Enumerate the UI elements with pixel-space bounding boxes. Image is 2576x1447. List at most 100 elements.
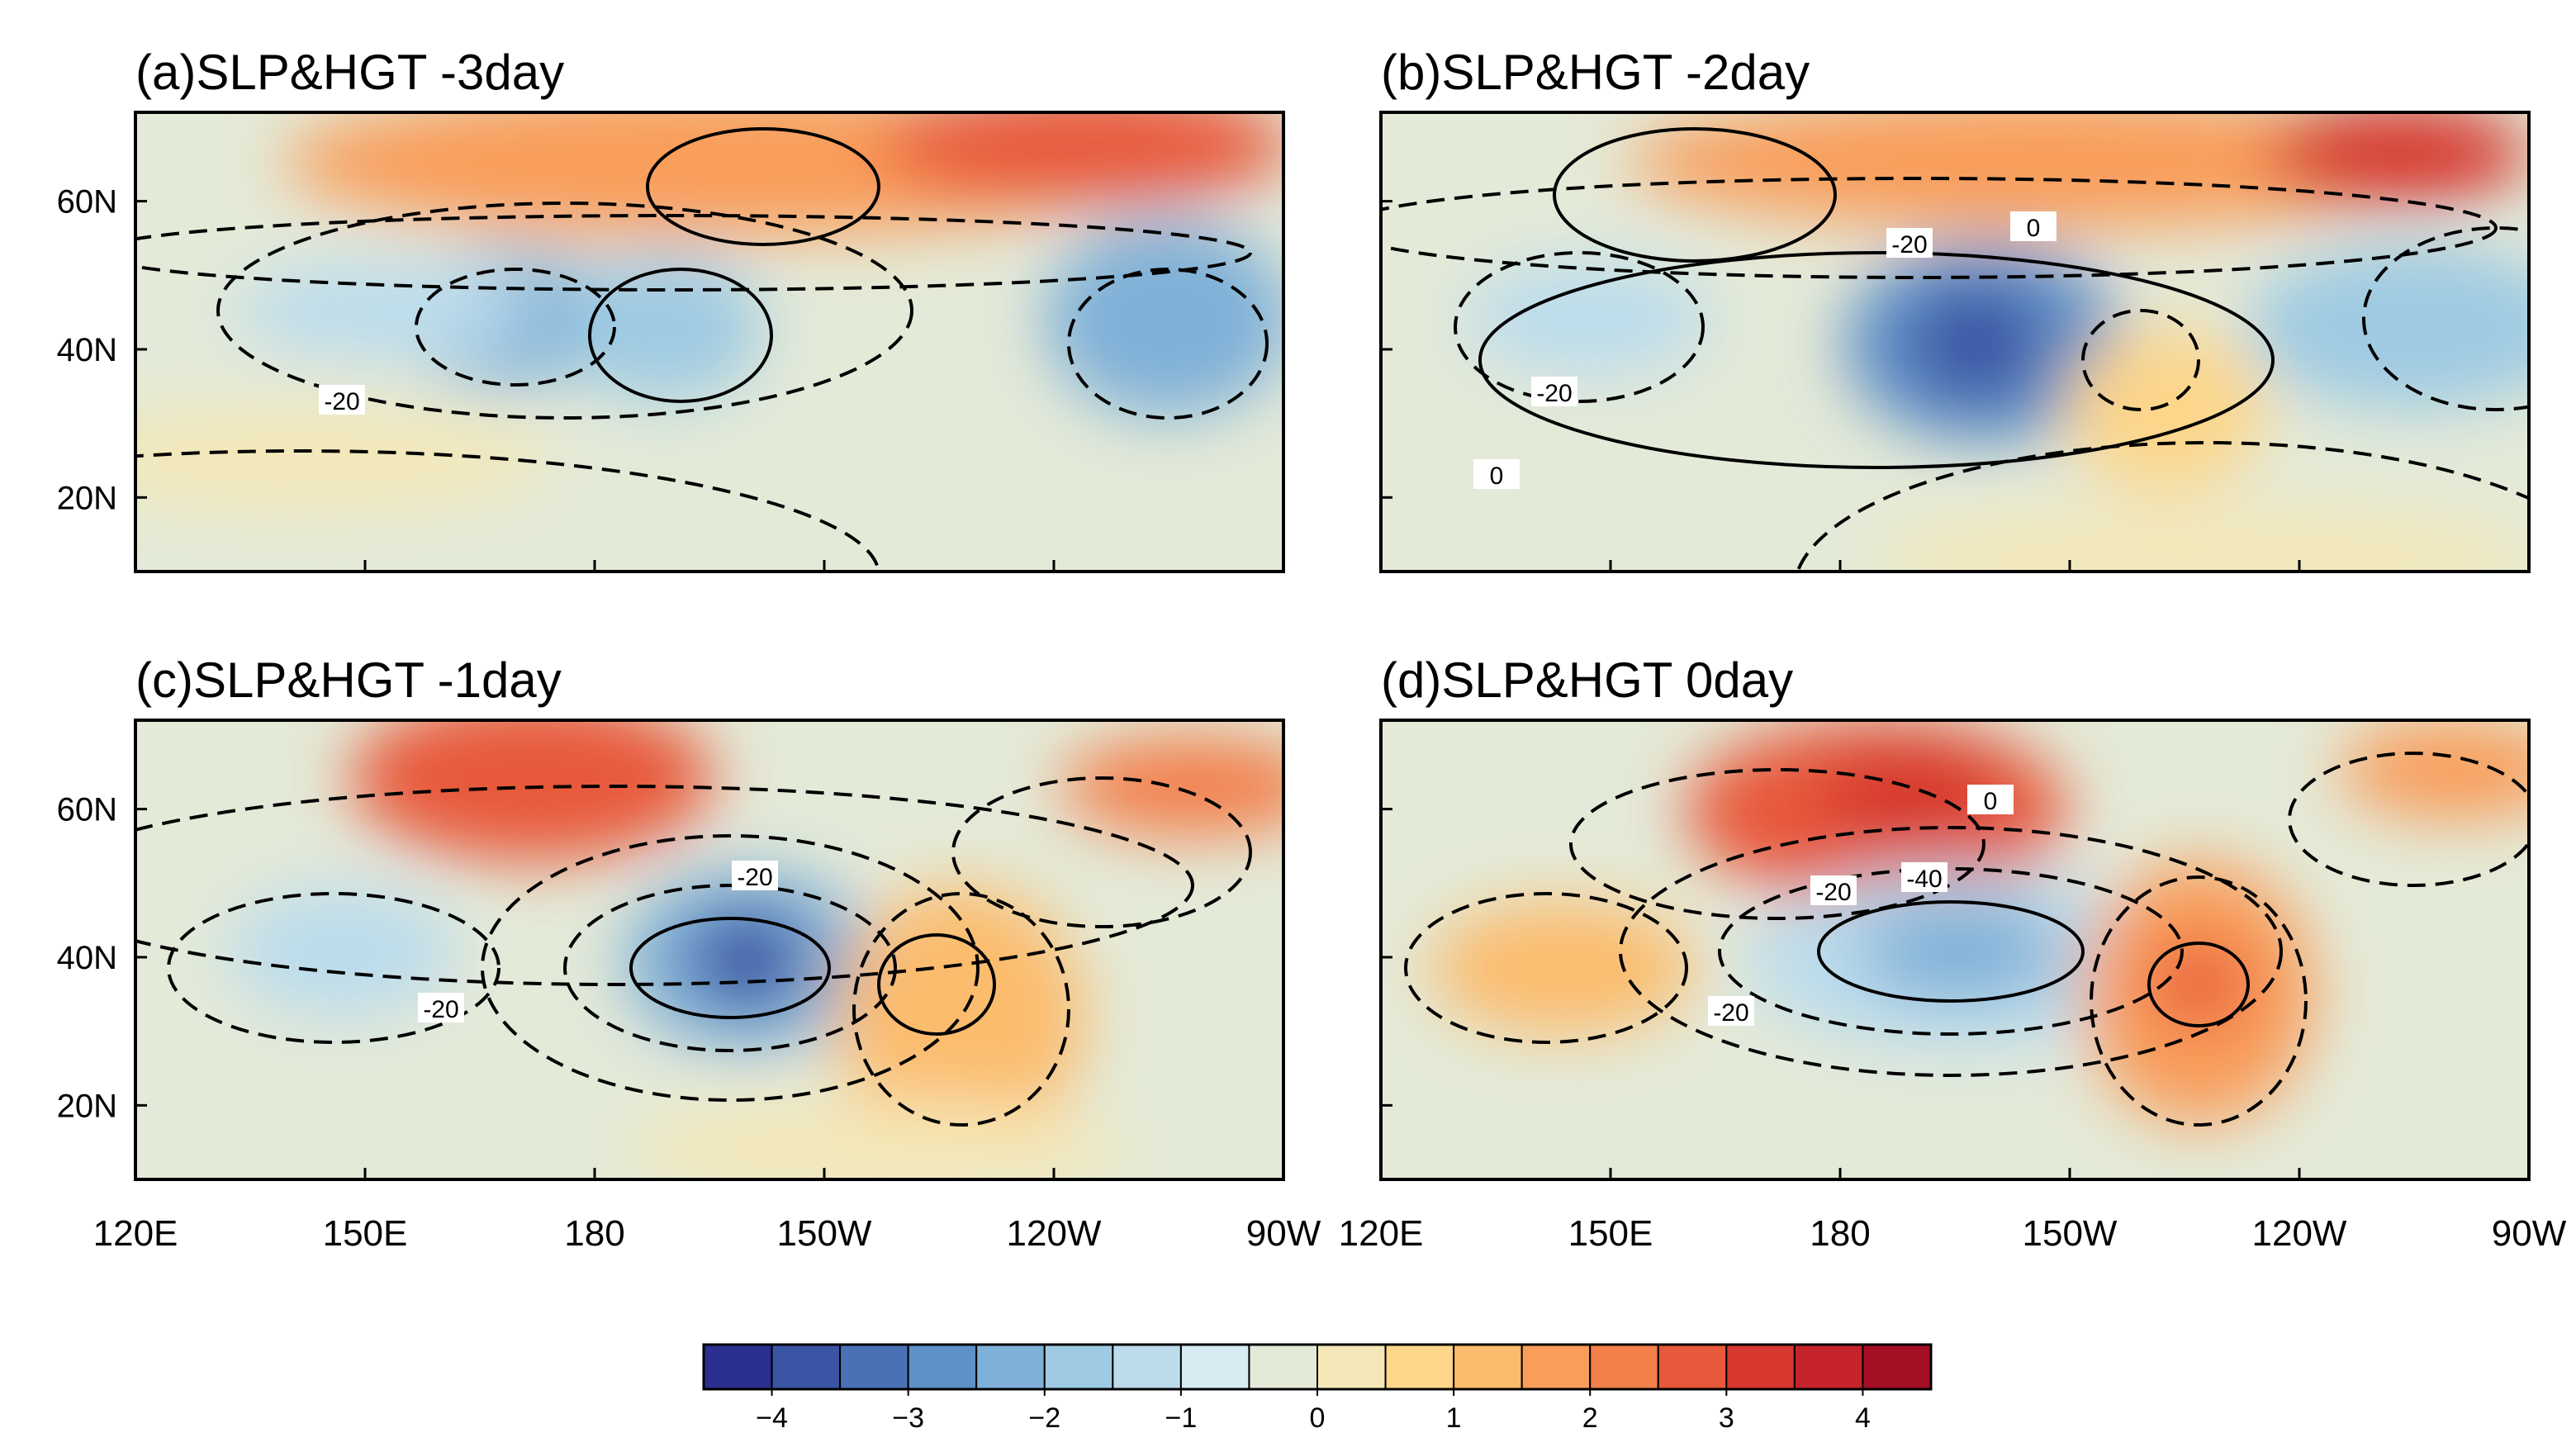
contour — [2147, 942, 2250, 1027]
contour — [2090, 875, 2308, 1127]
contour — [135, 785, 1194, 986]
contour — [2288, 752, 2529, 887]
anomaly — [1464, 261, 1711, 377]
contour — [629, 917, 831, 1019]
contour-label: 0 — [1984, 788, 1998, 815]
contour-label-bg — [2010, 211, 2057, 241]
x-tick-label: 150W — [777, 1213, 872, 1254]
colorbar-frame — [702, 1343, 1933, 1391]
shading: -20 — [135, 112, 1283, 572]
x-tick-label: 120W — [1007, 1213, 1102, 1254]
contour — [1817, 900, 2085, 1003]
contour — [588, 268, 773, 403]
anomaly — [837, 885, 1085, 1150]
contour-label: -20 — [737, 864, 772, 891]
shading: -20 -40 -20 0 — [1381, 720, 2529, 1179]
contour — [563, 884, 897, 1052]
contour-label-bg — [1708, 996, 1754, 1026]
colorbar-bin — [1112, 1344, 1182, 1390]
anomaly — [1860, 902, 2058, 1001]
colorbar-label: 2 — [1582, 1402, 1598, 1434]
colorbar-label: 1 — [1446, 1402, 1462, 1434]
panel-title: (c)SLP&HGT -1day — [135, 652, 562, 708]
colorbar-bin — [1453, 1344, 1523, 1390]
contour — [216, 202, 913, 420]
frame — [134, 719, 1285, 1181]
colorbar-bin — [703, 1344, 773, 1390]
map-panel: -20 -40 -20 0 120E 150E 180 150W 120W 90W — [1339, 719, 2567, 1254]
contour — [1619, 826, 2283, 1077]
colorbar-bin — [771, 1344, 842, 1390]
map-panel: -20 20N 40N 60N — [57, 111, 1285, 573]
colorbar-label: −3 — [892, 1402, 924, 1434]
anomaly — [1044, 220, 1283, 418]
frame — [1379, 111, 2531, 573]
x-tick-label: 150E — [323, 1213, 408, 1254]
colorbar-bin — [1657, 1344, 1728, 1390]
contour — [1553, 127, 1837, 263]
contour — [1478, 251, 2275, 469]
colorbar-label: 0 — [1310, 1402, 1326, 1434]
y-tick-label: 20N — [57, 1088, 117, 1124]
map-panel: -20 -20 20N 40N 60N 120E 150E 180 150W 120W 90W — [57, 719, 1321, 1254]
contour-label-bg — [1886, 228, 1933, 258]
contour-label-bg — [1473, 459, 1520, 489]
anomaly — [689, 910, 804, 1009]
x-tick-label: 120E — [1339, 1213, 1424, 1254]
frame — [134, 111, 1285, 573]
contour — [135, 214, 1252, 292]
shading: -20 -20 — [135, 720, 1283, 1179]
anomaly — [350, 720, 714, 861]
contour-label-bg — [1901, 862, 1947, 892]
panel-title: (a)SLP&HGT -3day — [135, 45, 564, 100]
x-tick-label: 180 — [564, 1213, 624, 1254]
anomaly — [2248, 244, 2529, 410]
colorbar-bin — [839, 1344, 909, 1390]
contour-label: -20 — [1891, 231, 1927, 259]
contour — [877, 933, 996, 1036]
colorbar-bin — [1725, 1344, 1796, 1390]
blobs — [1430, 720, 2529, 1125]
contour-label: -20 — [1713, 999, 1748, 1027]
blobs — [1464, 112, 2529, 572]
contour — [167, 892, 500, 1044]
colorbar-bin — [1316, 1344, 1387, 1390]
x-tick-label: 150E — [1568, 1213, 1653, 1254]
contour — [415, 268, 616, 387]
panel-title: (d)SLP&HGT 0day — [1381, 652, 1793, 708]
x-tick-label: 120W — [2252, 1213, 2347, 1254]
colorbar-bin — [1179, 1344, 1250, 1390]
colorbar-bin — [975, 1344, 1046, 1390]
x-tick-label: 90W — [2492, 1213, 2567, 1254]
y-tick-label: 40N — [57, 332, 117, 368]
contour-label: -20 — [1815, 879, 1851, 906]
contour-label-bg — [319, 385, 365, 415]
blobs — [226, 720, 1283, 1179]
colorbar-bin — [1043, 1344, 1114, 1390]
anomaly — [2066, 327, 2265, 492]
contour-label-bg — [1531, 377, 1577, 406]
contour-label: -40 — [1906, 866, 1942, 893]
colorbar-bin — [1384, 1344, 1455, 1390]
anomaly — [2265, 112, 2529, 203]
y-tick-label: 60N — [57, 184, 117, 221]
contour — [1569, 768, 1985, 920]
contour-label: -20 — [423, 996, 458, 1023]
colorbar-bin — [1793, 1344, 1864, 1390]
anomaly — [1909, 286, 2042, 401]
contour — [646, 127, 880, 246]
contour-label-bg — [1967, 785, 2014, 814]
colorbar-bin — [1248, 1344, 1319, 1390]
contour — [1454, 251, 1705, 403]
anomaly — [135, 410, 548, 509]
frame — [1379, 719, 2531, 1181]
y-tick-label: 20N — [57, 480, 117, 516]
colorbar-label: 4 — [1855, 1402, 1871, 1434]
contour — [1381, 177, 2498, 279]
contour-label-bg — [418, 993, 464, 1022]
blobs — [135, 112, 1283, 509]
y-tick-label: 40N — [57, 940, 117, 976]
contour — [2362, 226, 2529, 411]
contour — [2081, 309, 2200, 411]
